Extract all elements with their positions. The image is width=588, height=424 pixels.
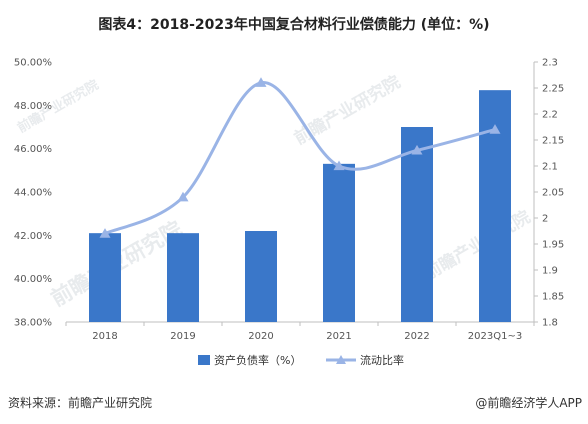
x-tick-label: 2023Q1~3	[468, 331, 522, 342]
chart-title: 图表4：2018-2023年中国复合材料行业偿债能力 (单位：%)	[98, 17, 490, 33]
y-right-tick-label: 2.3	[542, 58, 558, 69]
y-right-tick-label: 2.15	[542, 136, 564, 147]
y-left-tick-label: 46.00%	[14, 144, 52, 155]
legend-label-bar: 资产负债率（%）	[214, 353, 301, 367]
legend-label-line: 流动比率	[360, 353, 404, 367]
bar-series	[89, 90, 511, 323]
axes: 38.00% 40.00% 42.00% 44.00% 46.00% 48.00% 50.0…	[14, 58, 564, 343]
bar	[323, 163, 355, 322]
y-right-tick-label: 1.95	[542, 240, 564, 251]
x-tick-label: 2019	[170, 331, 195, 342]
watermark-text: 前瞻产业研究院	[290, 71, 404, 149]
y-right-tick-label: 1.8	[542, 318, 558, 329]
bar	[245, 231, 277, 322]
y-right-tick-label: 2.2	[542, 110, 558, 121]
y-left-tick-label: 48.00%	[14, 101, 52, 112]
y-left-tick-label: 40.00%	[14, 274, 52, 285]
line-path	[104, 81, 496, 235]
y-right-tick-label: 2.1	[542, 162, 558, 173]
bar	[89, 233, 121, 322]
y-left-tick-label: 44.00%	[14, 188, 52, 199]
y-right-tick-label: 2	[542, 214, 548, 225]
x-tick-label: 2020	[248, 331, 273, 342]
y-left-tick-label: 42.00%	[14, 231, 52, 242]
y-right-tick-label: 2.25	[542, 84, 564, 95]
brand-credit: @前瞻经济学人APP	[475, 396, 582, 410]
bar	[167, 233, 199, 322]
legend-swatch-marker	[336, 355, 346, 364]
bar	[401, 127, 433, 322]
legend: 资产负债率（%） 流动比率	[198, 353, 404, 367]
legend-swatch-bar	[198, 355, 210, 365]
line-point-marker	[333, 160, 345, 171]
line-point-marker	[255, 77, 267, 87]
source-note: 资料来源：前瞻产业研究院	[8, 396, 153, 410]
y-left-tick-label: 50.00%	[14, 58, 52, 69]
x-tick-label: 2021	[326, 331, 351, 342]
y-left-tick-label: 38.00%	[14, 318, 52, 329]
line-point-marker	[411, 144, 423, 155]
line-series	[99, 77, 501, 238]
y-right-tick-label: 2.05	[542, 188, 564, 199]
watermark-text: 前瞻产业研究院	[420, 206, 534, 284]
y-right-tick-label: 1.85	[542, 292, 564, 303]
y-right-tick-label: 1.9	[542, 266, 558, 277]
x-tick-label: 2018	[92, 331, 117, 342]
line-point-marker	[489, 124, 501, 134]
footer: 资料来源：前瞻产业研究院 @前瞻经济学人APP	[0, 394, 588, 414]
combo-chart: 前瞻产业研究院前瞻产业研究院前瞻产业研究院前瞻产业研究院 38.00%40.00…	[14, 58, 564, 368]
x-tick-label: 2022	[404, 331, 429, 342]
line-point-marker	[99, 228, 111, 238]
line-point-marker	[177, 191, 189, 202]
